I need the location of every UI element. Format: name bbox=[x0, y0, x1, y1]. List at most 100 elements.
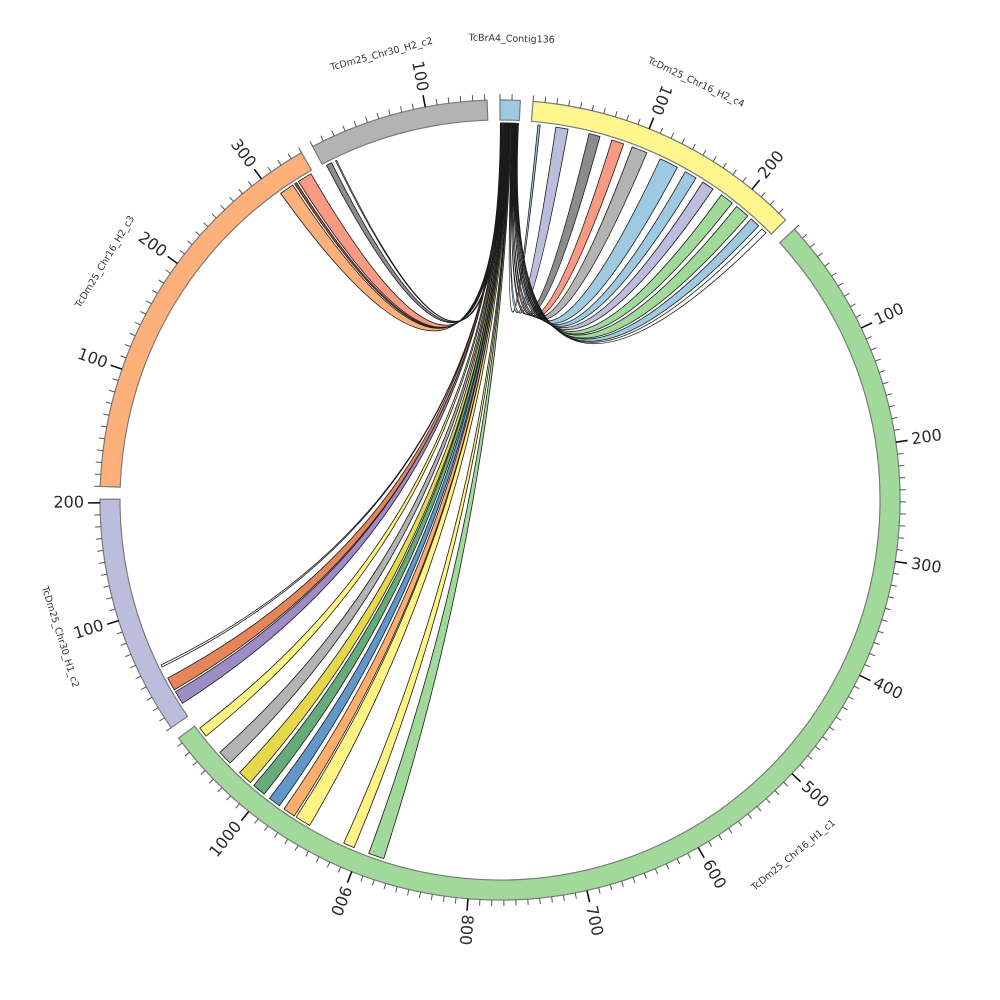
minor-tick bbox=[130, 664, 136, 669]
minor-tick bbox=[783, 781, 789, 787]
minor-tick bbox=[774, 790, 780, 796]
minor-tick bbox=[884, 607, 891, 611]
minor-tick bbox=[200, 770, 206, 775]
minor-tick bbox=[159, 717, 165, 722]
minor-tick bbox=[97, 550, 104, 552]
minor-tick bbox=[100, 573, 108, 576]
minor-tick bbox=[220, 204, 226, 211]
link-ribbon-c4-18[interactable] bbox=[509, 122, 569, 314]
minor-tick bbox=[809, 243, 816, 248]
segment-c4[interactable] bbox=[530, 100, 787, 235]
link-ribbon-c4-19[interactable] bbox=[510, 122, 601, 316]
links-layer bbox=[160, 122, 767, 860]
link-ribbon-c4-28[interactable] bbox=[516, 123, 767, 344]
minor-tick bbox=[125, 653, 132, 658]
minor-tick bbox=[676, 858, 681, 865]
minor-tick bbox=[129, 332, 136, 337]
segment-h1c2[interactable] bbox=[99, 498, 189, 729]
minor-tick bbox=[659, 127, 664, 134]
minor-tick bbox=[888, 596, 895, 599]
minor-tick bbox=[756, 806, 762, 812]
minor-tick bbox=[146, 696, 153, 701]
segment-c1[interactable] bbox=[177, 228, 901, 901]
minor-tick bbox=[665, 863, 670, 870]
minor-tick bbox=[298, 147, 302, 153]
minor-tick bbox=[140, 311, 146, 315]
minor-tick bbox=[893, 572, 900, 575]
minor-tick bbox=[287, 153, 292, 160]
minor-tick bbox=[229, 196, 235, 202]
tick-label: 200 bbox=[754, 147, 788, 183]
minor-tick bbox=[654, 868, 659, 875]
link-ribbon-h1c2-7[interactable] bbox=[160, 122, 505, 668]
major-tick bbox=[751, 179, 761, 190]
minor-tick bbox=[442, 896, 445, 903]
minor-tick bbox=[376, 112, 380, 119]
minor-tick bbox=[574, 892, 577, 899]
tick-label: 100 bbox=[71, 615, 106, 642]
link-ribbon-c4-24[interactable] bbox=[514, 122, 714, 331]
tick-label: 400 bbox=[870, 673, 906, 703]
minor-tick bbox=[103, 585, 110, 588]
minor-tick bbox=[447, 97, 450, 104]
minor-tick bbox=[337, 866, 342, 873]
minor-tick bbox=[874, 358, 881, 362]
segment-c3[interactable] bbox=[99, 151, 313, 488]
minor-tick bbox=[211, 213, 217, 219]
minor-tick bbox=[539, 897, 541, 905]
minor-tick bbox=[896, 549, 903, 551]
major-tick bbox=[110, 364, 123, 370]
minor-tick bbox=[853, 685, 860, 690]
minor-tick bbox=[152, 707, 159, 712]
segment-contig[interactable] bbox=[499, 99, 521, 122]
minor-tick bbox=[873, 641, 880, 645]
minor-tick bbox=[305, 850, 309, 857]
minor-tick bbox=[435, 98, 438, 106]
tick-label: 200 bbox=[910, 425, 943, 448]
minor-tick bbox=[544, 96, 547, 103]
minor-tick bbox=[778, 208, 784, 214]
link-ribbon-c4-17[interactable] bbox=[508, 122, 541, 313]
tick-label: 700 bbox=[582, 904, 607, 938]
minor-tick bbox=[842, 706, 848, 711]
minor-tick bbox=[603, 107, 606, 114]
minor-tick bbox=[822, 736, 828, 741]
minor-tick bbox=[621, 880, 624, 887]
minor-tick bbox=[411, 103, 415, 110]
major-tick bbox=[167, 255, 178, 265]
link-ribbon-c1-15[interactable] bbox=[343, 122, 512, 849]
minor-tick bbox=[728, 827, 733, 834]
tick-label: 300 bbox=[227, 135, 260, 171]
minor-tick bbox=[848, 696, 854, 700]
minor-tick bbox=[100, 425, 107, 428]
minor-tick bbox=[626, 114, 630, 121]
minor-tick bbox=[898, 464, 905, 467]
link-ribbon-c4-23[interactable] bbox=[513, 122, 697, 327]
minor-tick bbox=[116, 631, 123, 635]
major-tick bbox=[791, 772, 802, 783]
minor-tick bbox=[687, 852, 692, 859]
major-tick bbox=[697, 847, 705, 859]
minor-tick bbox=[315, 856, 320, 863]
link-ribbon-c4-21[interactable] bbox=[512, 122, 648, 320]
minor-tick bbox=[891, 416, 898, 420]
minor-tick bbox=[829, 726, 835, 731]
minor-tick bbox=[890, 584, 897, 587]
link-ribbon-c4-26[interactable] bbox=[515, 122, 749, 339]
link-ribbon-c4-20[interactable] bbox=[511, 122, 625, 318]
minor-tick bbox=[551, 896, 553, 903]
segment-h2c2[interactable] bbox=[311, 99, 489, 166]
minor-tick bbox=[824, 262, 830, 267]
minor-tick bbox=[165, 727, 172, 732]
link-ribbon-c1-14[interactable] bbox=[295, 122, 511, 826]
link-ribbon-c1-8[interactable] bbox=[199, 122, 506, 737]
minor-tick bbox=[459, 95, 462, 102]
minor-tick bbox=[238, 188, 244, 195]
link-ribbon-c4-25[interactable] bbox=[514, 122, 733, 335]
minor-tick bbox=[609, 884, 613, 891]
tick-label: 800 bbox=[456, 914, 477, 946]
minor-tick bbox=[105, 401, 112, 405]
tick-label: 200 bbox=[135, 228, 171, 261]
link-ribbon-c4-22[interactable] bbox=[513, 122, 678, 324]
link-ribbon-c1-16[interactable] bbox=[368, 122, 513, 860]
